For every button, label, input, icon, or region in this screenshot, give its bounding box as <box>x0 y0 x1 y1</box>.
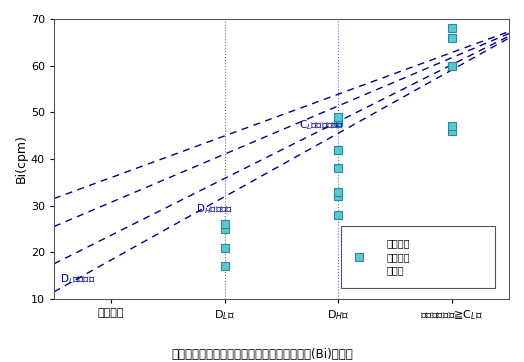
Text: C$_L$級以上の領域: C$_L$級以上の領域 <box>299 119 344 132</box>
FancyBboxPatch shape <box>341 226 495 288</box>
Text: 各露頭に
おける測
定結果: 各露頭に おける測 定結果 <box>386 239 410 275</box>
Y-axis label: Bi(cpm): Bi(cpm) <box>15 134 28 184</box>
Text: D$_H$級の領域: D$_H$級の領域 <box>196 203 233 216</box>
Text: 図３　風化岩地域の岩級区分と空間ガンマ線(Bi)の関係: 図３ 風化岩地域の岩級区分と空間ガンマ線(Bi)の関係 <box>171 348 353 361</box>
Text: D$_L$級の領域: D$_L$級の領域 <box>60 273 95 286</box>
